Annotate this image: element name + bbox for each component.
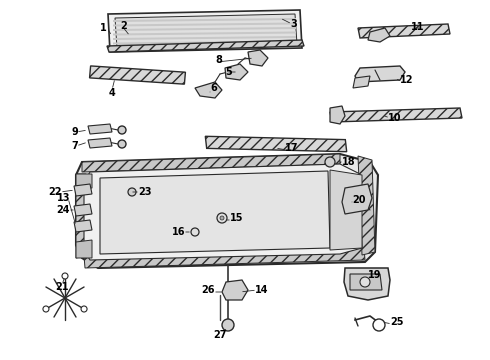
Polygon shape bbox=[84, 248, 365, 268]
Text: 13: 13 bbox=[56, 193, 70, 203]
Text: 7: 7 bbox=[71, 141, 78, 151]
Text: 17: 17 bbox=[285, 143, 298, 153]
Text: 20: 20 bbox=[352, 195, 366, 205]
Text: 22: 22 bbox=[49, 187, 62, 197]
Text: 25: 25 bbox=[390, 317, 403, 327]
Polygon shape bbox=[350, 274, 382, 290]
Text: 3: 3 bbox=[290, 19, 297, 29]
Polygon shape bbox=[113, 27, 296, 31]
Text: 18: 18 bbox=[342, 157, 356, 167]
Polygon shape bbox=[355, 66, 405, 82]
Text: 6: 6 bbox=[210, 83, 217, 93]
Polygon shape bbox=[84, 164, 362, 260]
Polygon shape bbox=[113, 40, 296, 45]
Text: 24: 24 bbox=[56, 205, 70, 215]
Polygon shape bbox=[113, 31, 296, 36]
Polygon shape bbox=[330, 108, 462, 122]
Text: 15: 15 bbox=[230, 213, 244, 223]
Circle shape bbox=[62, 273, 68, 279]
Polygon shape bbox=[205, 136, 347, 152]
Text: 21: 21 bbox=[55, 282, 69, 292]
Polygon shape bbox=[74, 220, 92, 232]
Text: 11: 11 bbox=[411, 22, 425, 32]
Polygon shape bbox=[76, 154, 378, 268]
Polygon shape bbox=[225, 64, 248, 80]
Polygon shape bbox=[248, 50, 268, 66]
Polygon shape bbox=[113, 18, 296, 22]
Text: 23: 23 bbox=[138, 187, 151, 197]
Text: 5: 5 bbox=[225, 67, 232, 77]
Polygon shape bbox=[100, 171, 330, 254]
Polygon shape bbox=[76, 174, 86, 258]
Polygon shape bbox=[107, 40, 304, 52]
Text: 2: 2 bbox=[120, 21, 127, 31]
Text: 14: 14 bbox=[255, 285, 269, 295]
Polygon shape bbox=[358, 156, 375, 255]
Polygon shape bbox=[76, 240, 92, 258]
Polygon shape bbox=[74, 204, 92, 216]
Circle shape bbox=[81, 306, 87, 312]
Polygon shape bbox=[115, 14, 297, 48]
Circle shape bbox=[222, 319, 234, 331]
Circle shape bbox=[118, 140, 126, 148]
Text: 4: 4 bbox=[109, 88, 115, 98]
Circle shape bbox=[373, 319, 385, 331]
Circle shape bbox=[43, 306, 49, 312]
Polygon shape bbox=[74, 184, 92, 196]
Text: 8: 8 bbox=[215, 55, 222, 65]
Text: 26: 26 bbox=[201, 285, 215, 295]
Polygon shape bbox=[82, 154, 340, 172]
Polygon shape bbox=[88, 124, 112, 134]
Circle shape bbox=[191, 228, 199, 236]
Polygon shape bbox=[90, 66, 185, 84]
Text: 10: 10 bbox=[388, 113, 401, 123]
Circle shape bbox=[118, 126, 126, 134]
Polygon shape bbox=[88, 138, 112, 148]
Circle shape bbox=[360, 277, 370, 287]
Circle shape bbox=[217, 213, 227, 223]
Text: 12: 12 bbox=[400, 75, 414, 85]
Text: 27: 27 bbox=[213, 330, 227, 340]
Polygon shape bbox=[330, 170, 362, 250]
Polygon shape bbox=[113, 36, 296, 40]
Circle shape bbox=[220, 216, 224, 220]
Text: 1: 1 bbox=[100, 23, 107, 33]
Polygon shape bbox=[113, 22, 296, 27]
Polygon shape bbox=[344, 268, 390, 300]
Polygon shape bbox=[195, 82, 222, 98]
Circle shape bbox=[128, 188, 136, 196]
Polygon shape bbox=[368, 28, 390, 42]
Circle shape bbox=[325, 157, 335, 167]
Polygon shape bbox=[342, 184, 372, 214]
Text: 19: 19 bbox=[368, 270, 382, 280]
Polygon shape bbox=[330, 106, 345, 124]
Polygon shape bbox=[108, 10, 302, 52]
Polygon shape bbox=[222, 280, 248, 300]
Text: 9: 9 bbox=[71, 127, 78, 137]
Text: 16: 16 bbox=[172, 227, 185, 237]
Polygon shape bbox=[353, 76, 370, 88]
Polygon shape bbox=[76, 174, 92, 190]
Polygon shape bbox=[358, 24, 450, 38]
